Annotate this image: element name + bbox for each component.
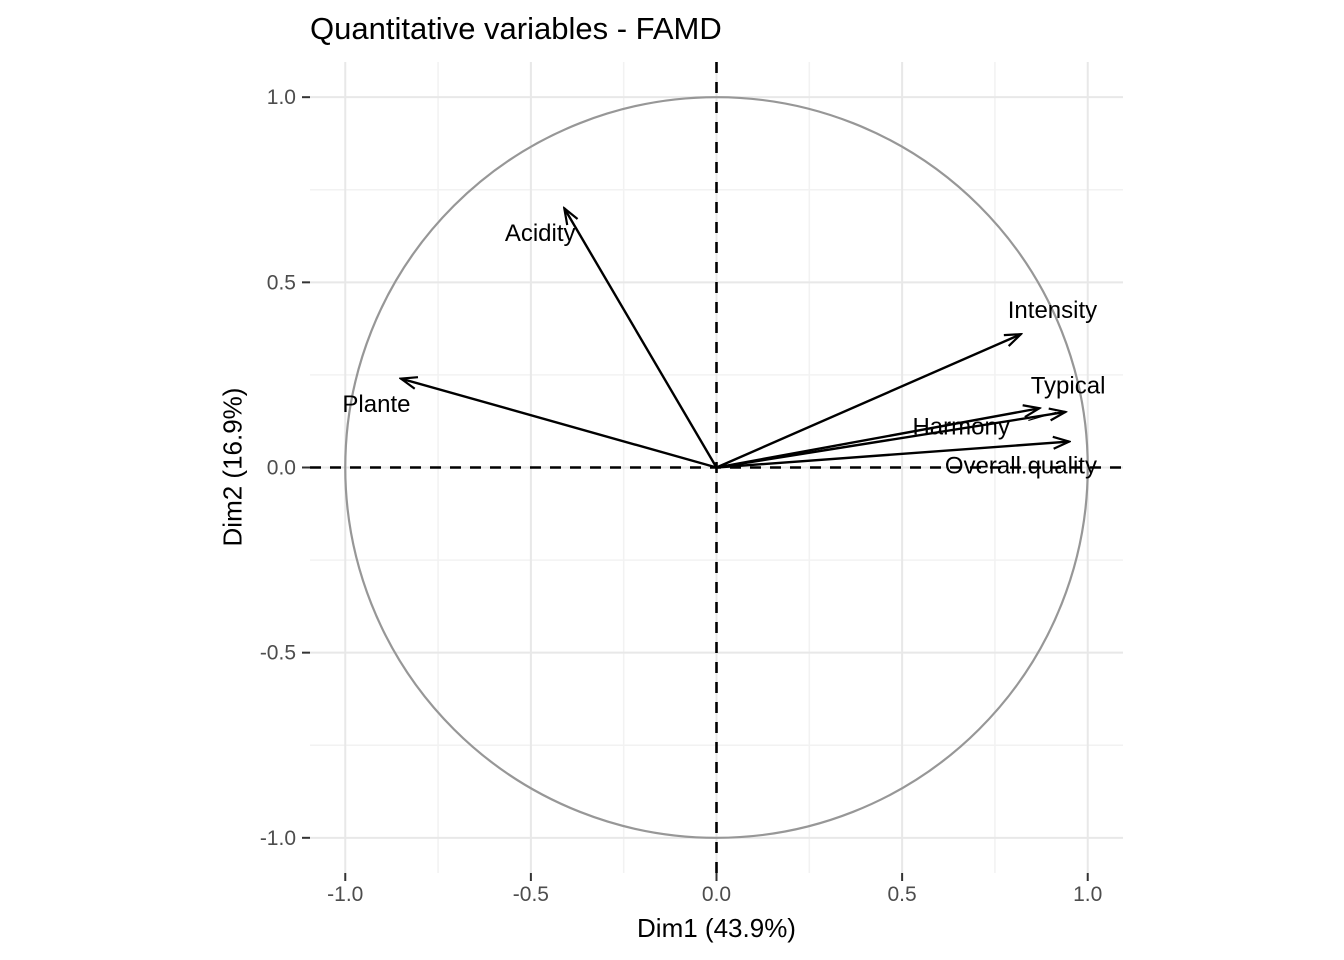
variable-arrow-overall-quality — [716, 442, 1070, 469]
variable-label-typical: Typical — [1031, 372, 1106, 399]
y-tick-label: 0.0 — [267, 457, 296, 480]
y-tick-label: 0.5 — [267, 271, 296, 294]
y-tick-label: -0.5 — [260, 642, 296, 665]
variable-label-intensity: Intensity — [1008, 297, 1097, 324]
variable-labels-layer: Acidity Plante Intensity Typical Harmony Over… — [342, 220, 1105, 480]
variable-arrow-intensity — [716, 334, 1021, 469]
variable-arrow-acidity — [564, 208, 718, 469]
x-tick-label: 0.0 — [702, 883, 731, 906]
variable-arrows-layer — [401, 208, 1070, 469]
y-axis-title: Dim2 (16.9%) — [217, 387, 248, 547]
y-tick-label: 1.0 — [267, 86, 296, 109]
variable-label-acidity: Acidity — [505, 220, 576, 247]
unit-circle — [344, 96, 1089, 839]
axis-ticks — [302, 96, 1089, 881]
variable-label-harmony: Harmony — [912, 413, 1009, 440]
unit-circle-layer — [344, 96, 1089, 839]
plot-title: Quantitative variables - FAMD — [310, 11, 722, 46]
x-tick-label: 1.0 — [1073, 883, 1102, 906]
variable-label-plante: Plante — [342, 391, 410, 418]
x-tick-label: 0.5 — [888, 883, 917, 906]
axis-tick-labels: -1.0 -0.5 0.0 0.5 1.0 1.0 0.5 0.0 -0.5 -1.0 — [260, 86, 1103, 906]
variable-arrow-typical — [716, 412, 1066, 469]
variable-arrow-plante — [401, 379, 717, 469]
x-tick-label: -0.5 — [513, 883, 549, 906]
x-tick-label: -1.0 — [327, 883, 363, 906]
variable-label-overall-quality: Overall.quality — [945, 453, 1097, 480]
x-axis-title: Dim1 (43.9%) — [637, 913, 796, 943]
y-tick-label: -1.0 — [260, 827, 296, 850]
variable-arrow-harmony — [716, 408, 1040, 469]
